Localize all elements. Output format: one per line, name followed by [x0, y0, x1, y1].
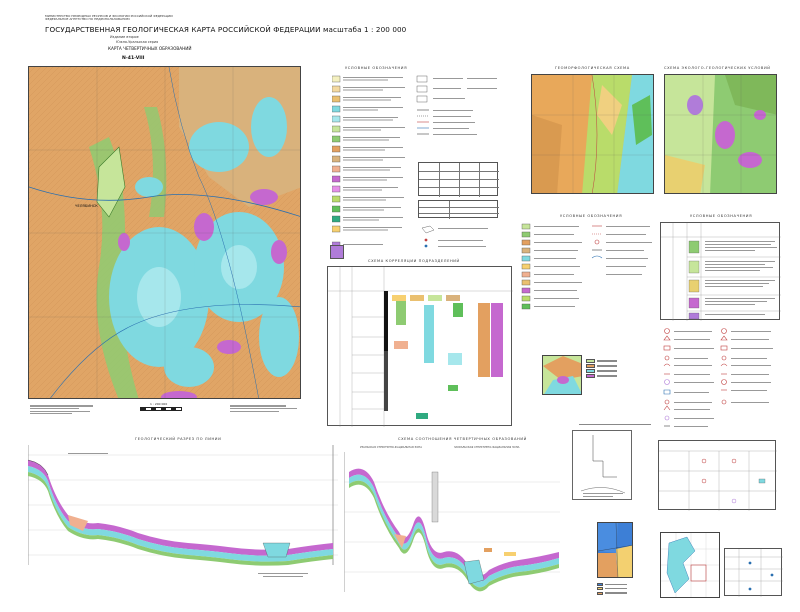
series-label: Южно-Уральская серия	[116, 40, 159, 44]
scale-label: 1 : 200 000	[150, 402, 168, 406]
index-table	[724, 548, 783, 597]
symbols-right	[662, 326, 782, 446]
legend3-title: УСЛОВНЫЕ ОБОЗНАЧЕНИЯ	[690, 214, 753, 218]
profile-title: ГЕОЛОГИЧЕСКИЙ РАЗРЕЗ ПО ЛИНИИ	[135, 437, 222, 441]
deposits-table	[418, 162, 499, 197]
scale-bar-icon	[140, 407, 182, 411]
sheet-number: N-41-VIII	[122, 56, 145, 61]
geomorph-title: ГЕОМОРФОЛОГИЧЕСКАЯ СХЕМА	[555, 66, 630, 70]
correlation-title: СХЕМА КОРРЕЛЯЦИИ ПОДРАЗДЕЛЕНИЙ	[368, 259, 460, 263]
ministry-header: МИНИСТЕРСТВО ПРИРОДНЫХ РЕСУРСОВ И ЭКОЛОГ…	[45, 14, 173, 22]
color-sample	[330, 245, 344, 259]
inset-map-small[interactable]	[542, 355, 582, 395]
agency-line: ФЕДЕРАЛЬНОЕ АГЕНТСТВО ПО НЕДРОПОЛЬЗОВАНИ…	[45, 17, 130, 22]
authors-block	[230, 404, 300, 413]
correlation-table	[327, 266, 513, 427]
symbols-svg	[416, 75, 497, 135]
city-label: ЧЕЛЯБИНСК	[75, 204, 98, 208]
edition-label: Издание второе	[110, 35, 139, 39]
geomorph-map[interactable]	[531, 74, 654, 194]
ministry-line: МИНИСТЕРСТВО ПРИРОДНЫХ РЕСУРСОВ И ЭКОЛОГ…	[45, 14, 173, 18]
symbols-mid	[658, 440, 778, 511]
legend-title: УСЛОВНЫЕ ОБОЗНАЧЕНИЯ	[345, 66, 408, 70]
main-title: ГОСУДАРСТВЕННАЯ ГЕОЛОГИЧЕСКАЯ КАРТА РОСС…	[45, 25, 407, 34]
zone1-label: УРАЛЬСКАЯ СТРУКТУРНО-ФАЦИАЛЬНАЯ ЗОНА	[360, 446, 422, 449]
relation-section[interactable]	[343, 452, 560, 602]
symbols-legend	[415, 72, 505, 152]
legend2-block	[520, 222, 660, 322]
relation-svg	[343, 452, 560, 592]
eco-table	[660, 222, 781, 321]
map-title: КАРТА ЧЕТВЕРТИЧНЫХ ОБРАЗОВАНИЙ	[108, 46, 192, 51]
ecogeo-map[interactable]	[664, 74, 777, 194]
geochem-table	[418, 200, 499, 219]
hydro-scheme[interactable]	[572, 430, 632, 500]
hydro-scheme-label	[570, 424, 660, 426]
relation-title: СХЕМА СООТНОШЕНИЯ ЧЕТВЕРТИЧНЫХ ОБРАЗОВАН…	[398, 437, 527, 441]
correlation-svg	[328, 267, 513, 427]
map-notes	[30, 404, 100, 416]
main-map-svg: ЧЕЛЯБИНСК	[29, 67, 300, 398]
admin-legend	[597, 582, 657, 596]
zone2-label: ЗАУРАЛЬСКАЯ СТРУКТУРНО-ФАЦИАЛЬНАЯ ЗОНА	[454, 446, 520, 449]
index-map[interactable]	[660, 532, 720, 598]
ecogeo-title: СХЕМА ЭКОЛОГО-ГЕОЛОГИЧЕСКИХ УСЛОВИЙ	[664, 66, 771, 70]
index-symbols	[420, 224, 500, 254]
inset-legend	[586, 358, 626, 379]
profile-svg	[27, 445, 338, 577]
admin-scheme[interactable]	[597, 522, 633, 578]
legend-column	[331, 74, 412, 254]
profile-section[interactable]	[27, 445, 338, 600]
legend-swatches	[331, 75, 405, 249]
main-map[interactable]: ЧЕЛЯБИНСК	[28, 66, 301, 399]
legend2-title: УСЛОВНЫЕ ОБОЗНАЧЕНИЯ	[560, 214, 623, 218]
